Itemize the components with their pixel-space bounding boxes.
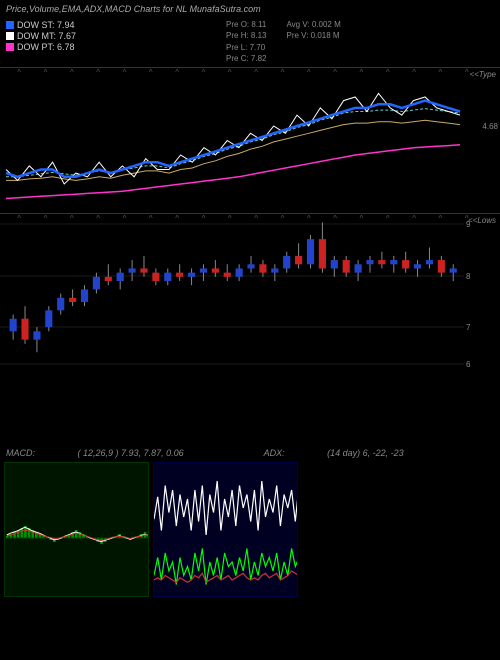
legend-row: DOW ST: 7.94DOW MT: 7.67DOW PT: 6.78 Pre… <box>0 18 500 67</box>
candlestick-chart: <<Lows ^^^^^^^^^^^^^^^^^^ 9876 <box>0 213 500 369</box>
indicator-header: MACD: ( 12,26,9 ) 7.93, 7.87, 0.06 ADX: … <box>0 444 500 462</box>
price-marker: 4.68 <box>482 122 498 131</box>
legend-item: DOW ST: 7.94 <box>6 20 76 30</box>
svg-text:8: 8 <box>466 272 471 281</box>
adx-subchart <box>153 462 298 597</box>
page-title: Price,Volume,EMA,ADX,MACD Charts for NL … <box>0 0 500 18</box>
legend-item: DOW MT: 7.67 <box>6 31 76 41</box>
gap-panel <box>0 369 500 444</box>
svg-text:7: 7 <box>466 323 471 332</box>
macd-params: ( 12,26,9 ) 7.93, 7.87, 0.06 <box>78 448 184 458</box>
svg-text:6: 6 <box>466 360 471 369</box>
adx-label: ADX: <box>264 448 285 458</box>
ema-overlay-chart: <<Type ^^^^^^^^^^^^^^^^^^ 4.68 <box>0 67 500 213</box>
macd-label: MACD: <box>6 448 35 458</box>
legend-item: DOW PT: 6.78 <box>6 42 76 52</box>
adx-params: (14 day) 6, -22, -23 <box>327 448 404 458</box>
macd-subchart <box>4 462 149 597</box>
